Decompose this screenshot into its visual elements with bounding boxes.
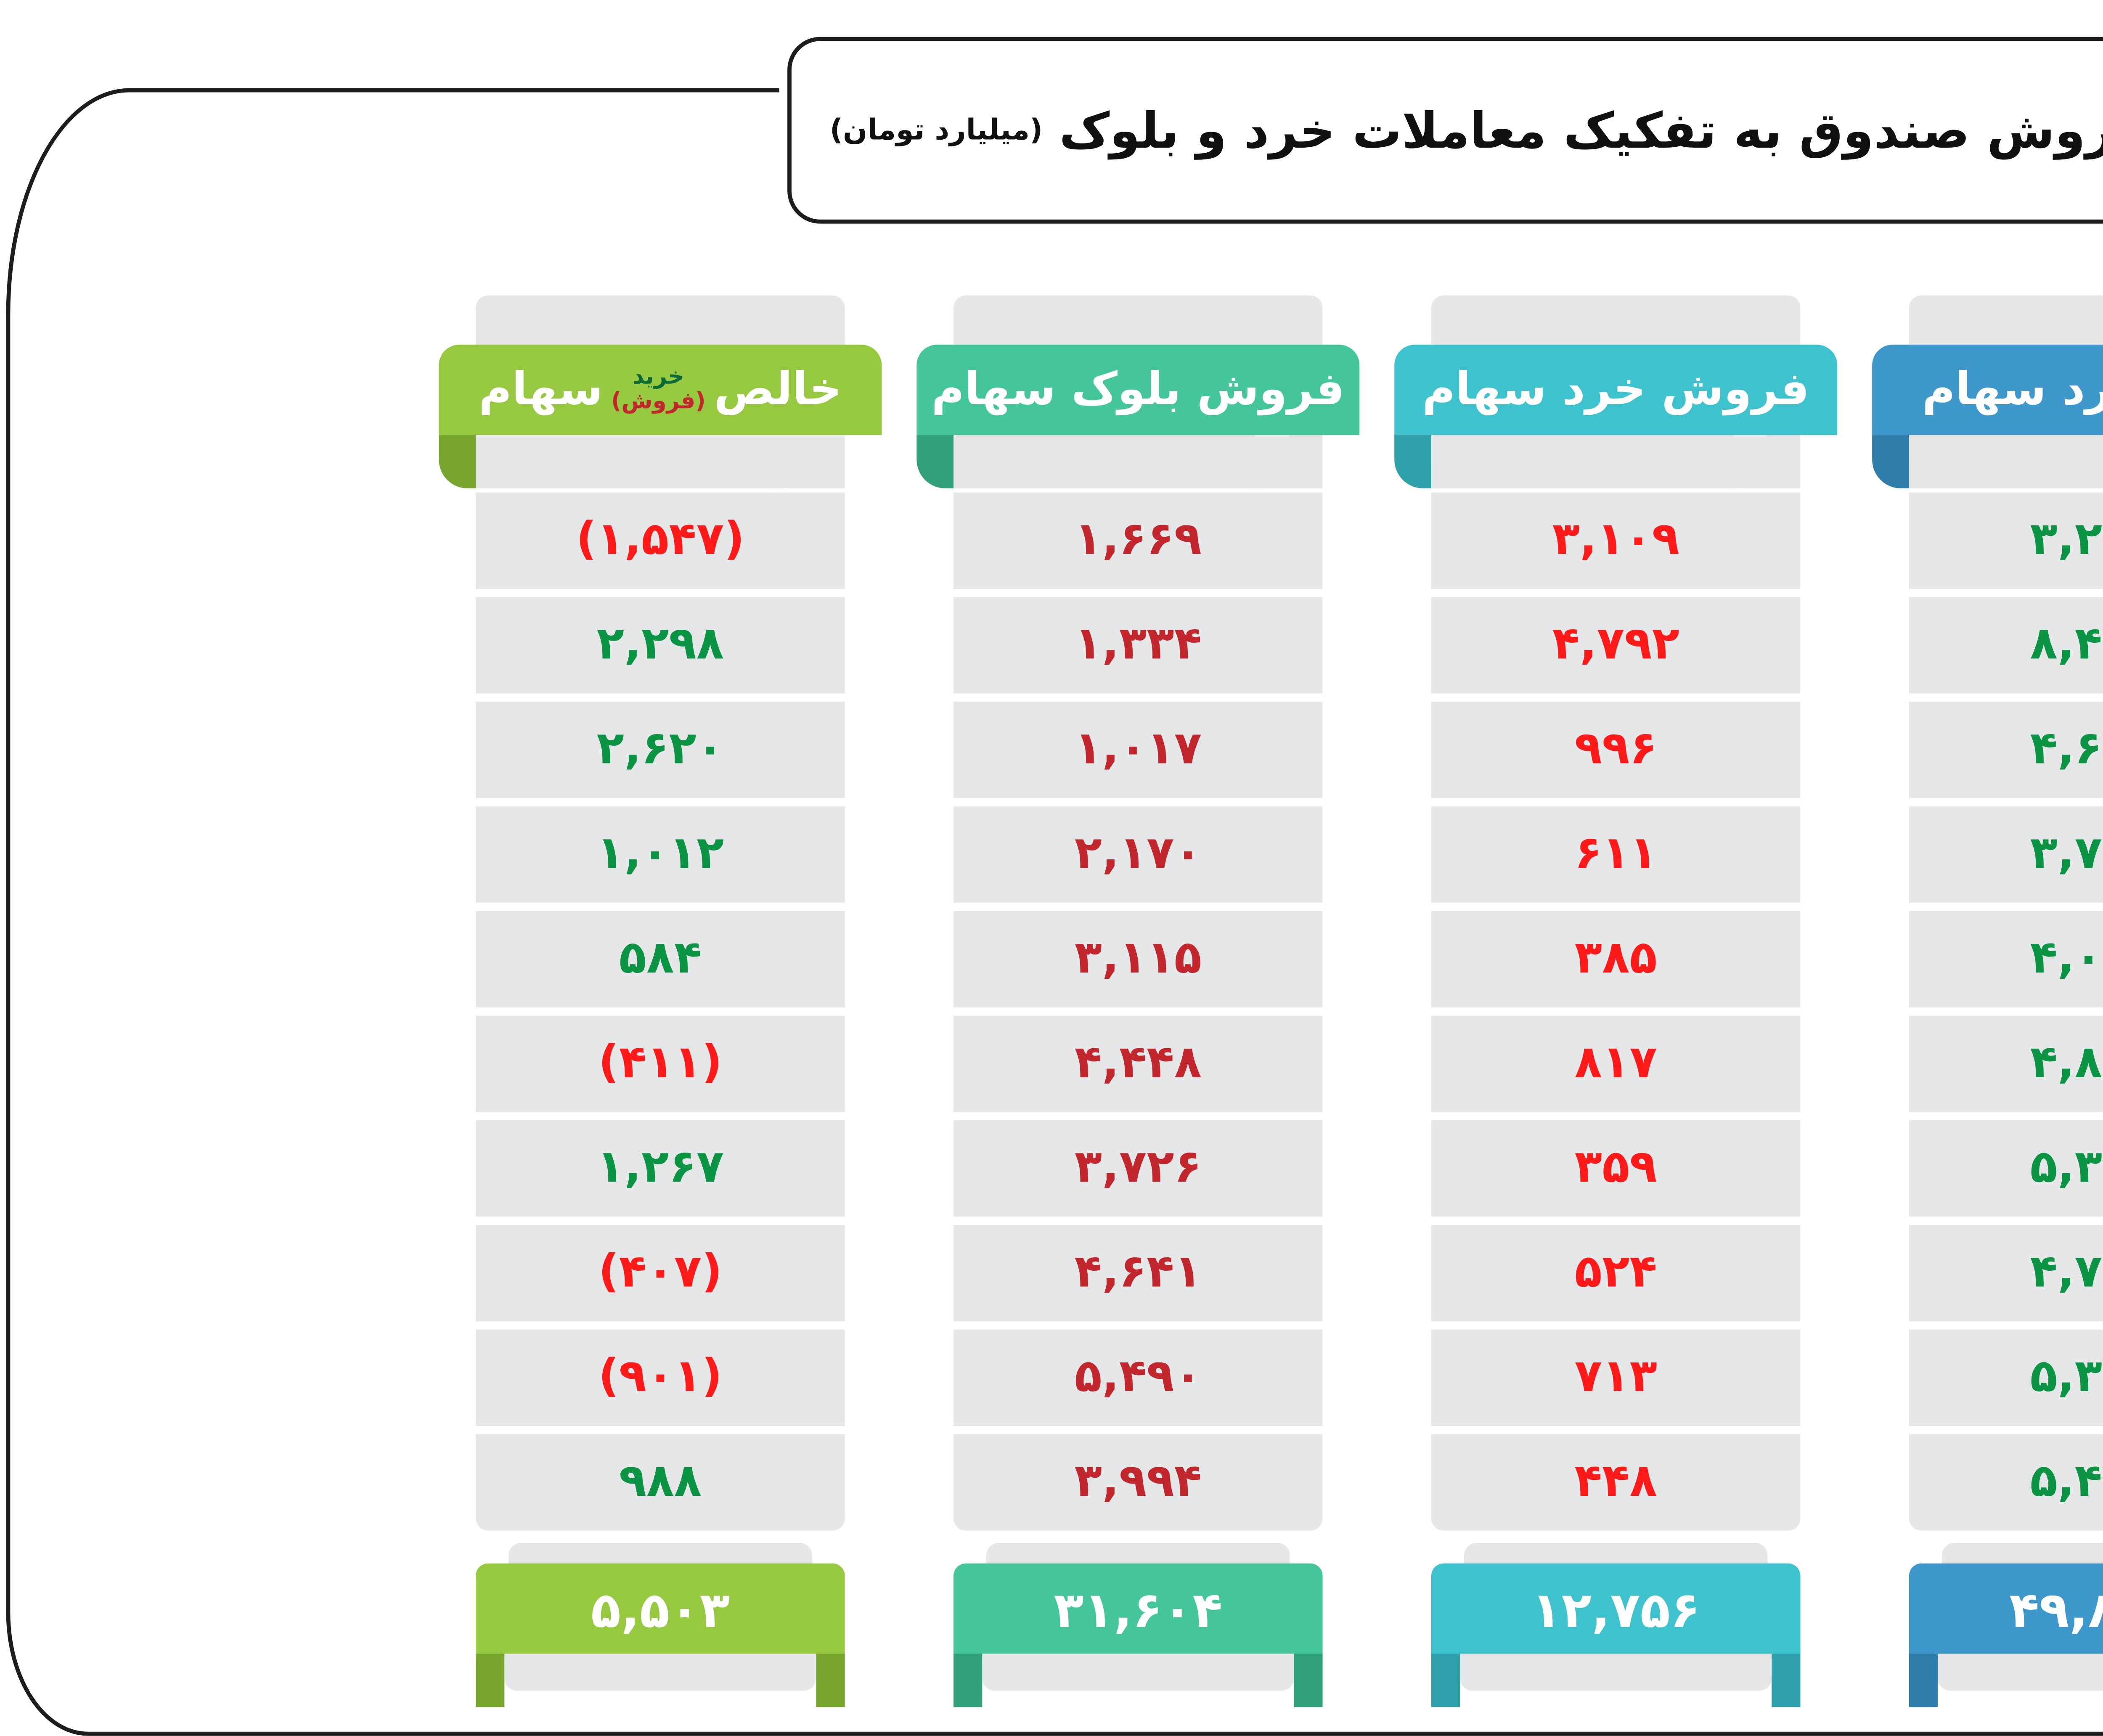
- title-unit: (میلیارد تومان): [829, 114, 1043, 147]
- page-title: خرید و فروش صندوق به تفکیک معاملات خرد و…: [1059, 101, 2103, 159]
- total-fold: [816, 1654, 845, 1707]
- total-retail-buy-value: ۴۹,۸۶۳: [1909, 1563, 2103, 1658]
- retail-sell-cell: ۴,۷۹۲: [1431, 597, 1801, 694]
- retail-buy-cell: ۸,۴۲۵: [1909, 597, 2103, 694]
- retail-buy-cell: ۵,۴۳۱: [1909, 1434, 2103, 1531]
- retail-sell-cell: ۶۱۱: [1431, 806, 1801, 903]
- header-net-sub: خرید (فروش): [611, 363, 706, 415]
- retail-buy-cell: ۳,۲۳۱: [1909, 492, 2103, 589]
- block-sell-cell: ۴,۶۴۱: [954, 1224, 1323, 1322]
- net-cell: (۹۰۱): [476, 1329, 845, 1426]
- total-fold: [476, 1654, 505, 1707]
- header-retail-sell: فروش خرد سهام: [1394, 345, 1838, 435]
- header-under: [476, 435, 845, 488]
- title-box: خرید و فروش صندوق به تفکیک معاملات خرد و…: [787, 37, 2103, 224]
- net-cell: ۲,۶۲۰: [476, 702, 845, 798]
- retail-sell-cell: ۳۸۵: [1431, 911, 1801, 1007]
- total-retail-sell-value: ۱۲,۷۵۶: [1431, 1563, 1801, 1658]
- total-under: [504, 1654, 816, 1691]
- block-sell-cell: ۲,۱۷۰: [954, 806, 1323, 903]
- net-cell: ۱,۰۱۲: [476, 806, 845, 903]
- total-fold: [1909, 1654, 1938, 1707]
- total-fold: [1431, 1654, 1460, 1707]
- block-sell-cell: ۱,۳۳۴: [954, 597, 1323, 694]
- header-retail-buy: خرید خرد سهام: [1872, 345, 2103, 435]
- net-cell: ۹۸۸: [476, 1434, 845, 1531]
- retail-buy-cell: ۵,۳۰۲: [1909, 1329, 2103, 1426]
- retail-sell-cell: ۹۹۶: [1431, 702, 1801, 798]
- header-block-sell: فروش بلوک سهام: [916, 345, 1360, 435]
- header-net-tail: سهام: [479, 364, 603, 416]
- retail-sell-cell: ۳,۱۰۹: [1431, 492, 1801, 589]
- net-cell: (۴۱۱): [476, 1015, 845, 1112]
- header-net-main: خالص: [714, 364, 842, 416]
- net-cell: (۱,۵۴۷): [476, 492, 845, 589]
- retail-buy-cell: ۴,۸۵۵: [1909, 1015, 2103, 1112]
- block-sell-cell: ۵,۴۹۰: [954, 1329, 1323, 1426]
- header-under: [1909, 435, 2103, 488]
- total-under: [1460, 1654, 1772, 1691]
- block-sell-cell: ۳,۱۱۵: [954, 911, 1323, 1007]
- total-block-sell-value: ۳۱,۶۰۴: [954, 1563, 1323, 1658]
- retail-sell-cell: ۴۴۸: [1431, 1434, 1801, 1531]
- retail-sell-cell: ۵۲۴: [1431, 1224, 1801, 1322]
- net-cell: (۴۰۷): [476, 1224, 845, 1322]
- header-under: [1431, 435, 1801, 488]
- header-net-buy: خرید: [632, 363, 684, 390]
- total-net-value: ۵,۵۰۳: [476, 1563, 845, 1658]
- header-net: خالص خرید (فروش) سهام: [439, 345, 882, 435]
- block-sell-cell: ۴,۴۴۸: [954, 1015, 1323, 1112]
- retail-sell-cell: ۸۱۷: [1431, 1015, 1801, 1112]
- retail-sell-cell: ۳۵۹: [1431, 1120, 1801, 1217]
- block-sell-cell: ۳,۹۹۴: [954, 1434, 1323, 1531]
- total-fold: [1772, 1654, 1801, 1707]
- header-net-sell: (فروش): [611, 387, 706, 415]
- net-cell: ۱,۲۶۷: [476, 1120, 845, 1217]
- total-fold: [954, 1654, 983, 1707]
- retail-buy-cell: ۵,۳۵۳: [1909, 1120, 2103, 1217]
- retail-sell-cell: ۷۱۳: [1431, 1329, 1801, 1426]
- net-cell: ۲,۲۹۸: [476, 597, 845, 694]
- block-sell-cell: ۱,۰۱۷: [954, 702, 1323, 798]
- net-cell: ۵۸۴: [476, 911, 845, 1007]
- retail-buy-cell: ۴,۷۵۸: [1909, 1224, 2103, 1322]
- total-under: [1938, 1654, 2103, 1691]
- block-sell-cell: ۳,۷۲۶: [954, 1120, 1323, 1217]
- retail-buy-cell: ۳,۷۹۳: [1909, 806, 2103, 903]
- retail-buy-cell: ۴,۰۸۴: [1909, 911, 2103, 1007]
- total-under: [982, 1654, 1294, 1691]
- block-sell-cell: ۱,۶۶۹: [954, 492, 1323, 589]
- header-under: [954, 435, 1323, 488]
- total-fold: [1294, 1654, 1323, 1707]
- retail-buy-cell: ۴,۶۳۳: [1909, 702, 2103, 798]
